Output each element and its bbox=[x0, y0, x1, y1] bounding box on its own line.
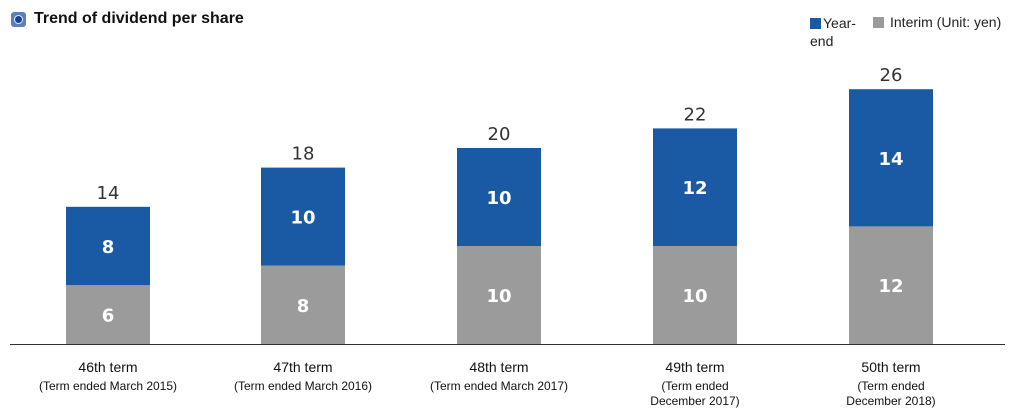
bar-year-end-2 bbox=[261, 167, 345, 266]
legend-swatch-interim bbox=[873, 17, 884, 28]
data-label-interim-3: 10 bbox=[486, 286, 511, 307]
x-tick-label-4: 49th term bbox=[665, 359, 724, 375]
legend-item-interim: Interim (Unit: yen) bbox=[873, 14, 1001, 30]
legend-swatch-year-end bbox=[810, 18, 821, 29]
legend-item-year-end: Year-end bbox=[810, 14, 862, 50]
legend-label-year-end: Year-end bbox=[810, 15, 856, 49]
x-tick-sublabel-2-1: (Term ended March 2016) bbox=[234, 379, 372, 393]
total-label-3: 20 bbox=[488, 124, 511, 145]
bar-year-end-3 bbox=[457, 148, 541, 246]
bullet-icon bbox=[11, 11, 26, 27]
bar-interim-5 bbox=[849, 226, 933, 344]
bar-interim-1 bbox=[66, 285, 150, 344]
bar-interim-4 bbox=[653, 246, 737, 344]
bar-interim-2 bbox=[261, 265, 345, 344]
data-label-year-end-1: 8 bbox=[102, 237, 115, 258]
data-label-year-end-5: 14 bbox=[878, 149, 903, 170]
x-tick-label-5: 50th term bbox=[861, 359, 920, 375]
x-tick-sublabel-4-2: December 2017) bbox=[650, 394, 739, 408]
total-label-5: 26 bbox=[880, 65, 903, 86]
data-label-interim-1: 6 bbox=[102, 306, 115, 327]
bar-year-end-4 bbox=[653, 128, 737, 246]
x-tick-sublabel-5-2: December 2018) bbox=[846, 394, 935, 408]
x-tick-label-3: 48th term bbox=[469, 359, 528, 375]
x-tick-sublabel-3-1: (Term ended March 2017) bbox=[430, 379, 568, 393]
data-label-year-end-2: 10 bbox=[290, 208, 315, 229]
bar-year-end-1 bbox=[66, 206, 150, 286]
x-tick-sublabel-4-1: (Term ended bbox=[661, 379, 728, 393]
total-label-2: 18 bbox=[292, 144, 315, 165]
data-label-year-end-3: 10 bbox=[486, 188, 511, 209]
total-label-1: 14 bbox=[97, 183, 120, 204]
data-label-interim-2: 8 bbox=[297, 296, 310, 317]
bar-year-end-5 bbox=[849, 89, 933, 227]
total-label-4: 22 bbox=[684, 104, 707, 125]
x-tick-sublabel-1-1: (Term ended March 2015) bbox=[39, 379, 177, 393]
data-label-year-end-4: 12 bbox=[682, 178, 707, 199]
x-tick-label-2: 47th term bbox=[273, 359, 332, 375]
x-tick-label-1: 46th term bbox=[78, 359, 137, 375]
chart-title-group: Trend of dividend per share bbox=[11, 10, 244, 28]
data-label-interim-4: 10 bbox=[682, 286, 707, 307]
legend-label-interim: Interim (Unit: yen) bbox=[890, 14, 1002, 30]
x-tick-sublabel-5-1: (Term ended bbox=[857, 379, 924, 393]
data-label-interim-5: 12 bbox=[878, 276, 903, 297]
chart-title: Trend of dividend per share bbox=[34, 10, 244, 27]
bar-interim-3 bbox=[457, 246, 541, 344]
